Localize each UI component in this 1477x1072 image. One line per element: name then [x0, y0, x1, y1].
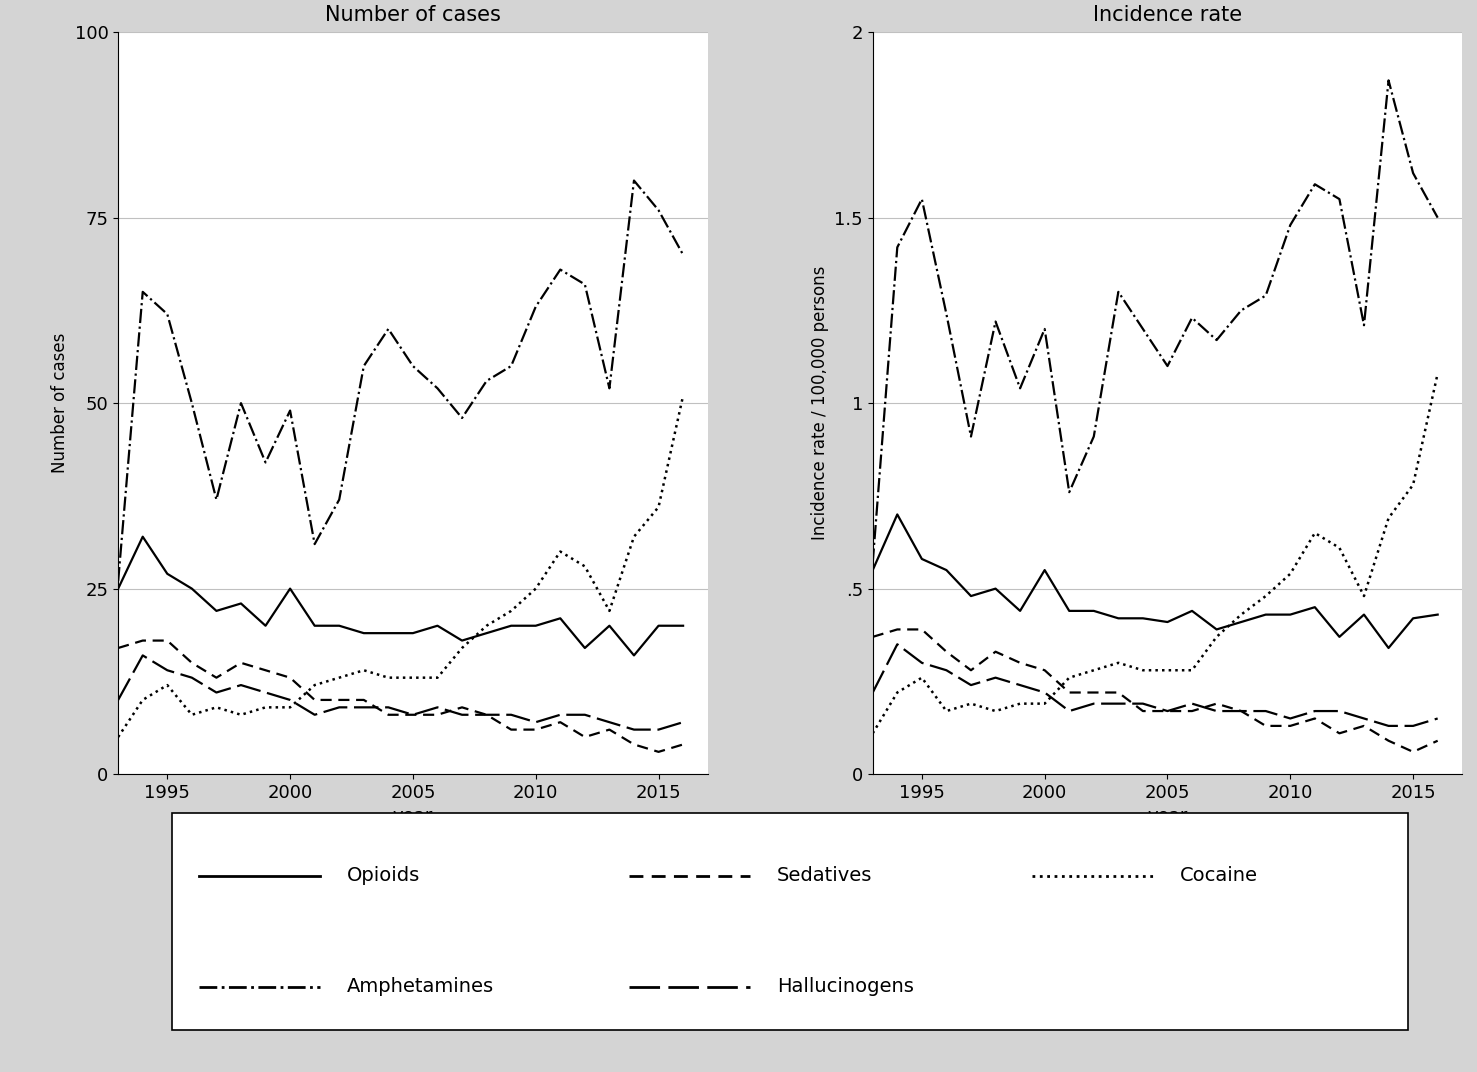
Text: Amphetamines: Amphetamines	[347, 978, 493, 996]
X-axis label: year: year	[1148, 807, 1188, 825]
Text: Hallucinogens: Hallucinogens	[777, 978, 914, 996]
Y-axis label: Number of cases: Number of cases	[52, 333, 69, 474]
X-axis label: year: year	[393, 807, 433, 825]
FancyBboxPatch shape	[171, 814, 1409, 1030]
Text: Sedatives: Sedatives	[777, 866, 871, 885]
Y-axis label: Incidence rate / 100,000 persons: Incidence rate / 100,000 persons	[811, 266, 829, 540]
Title: Incidence rate: Incidence rate	[1093, 5, 1242, 25]
Title: Number of cases: Number of cases	[325, 5, 501, 25]
Text: Opioids: Opioids	[347, 866, 419, 885]
Text: Cocaine: Cocaine	[1180, 866, 1258, 885]
